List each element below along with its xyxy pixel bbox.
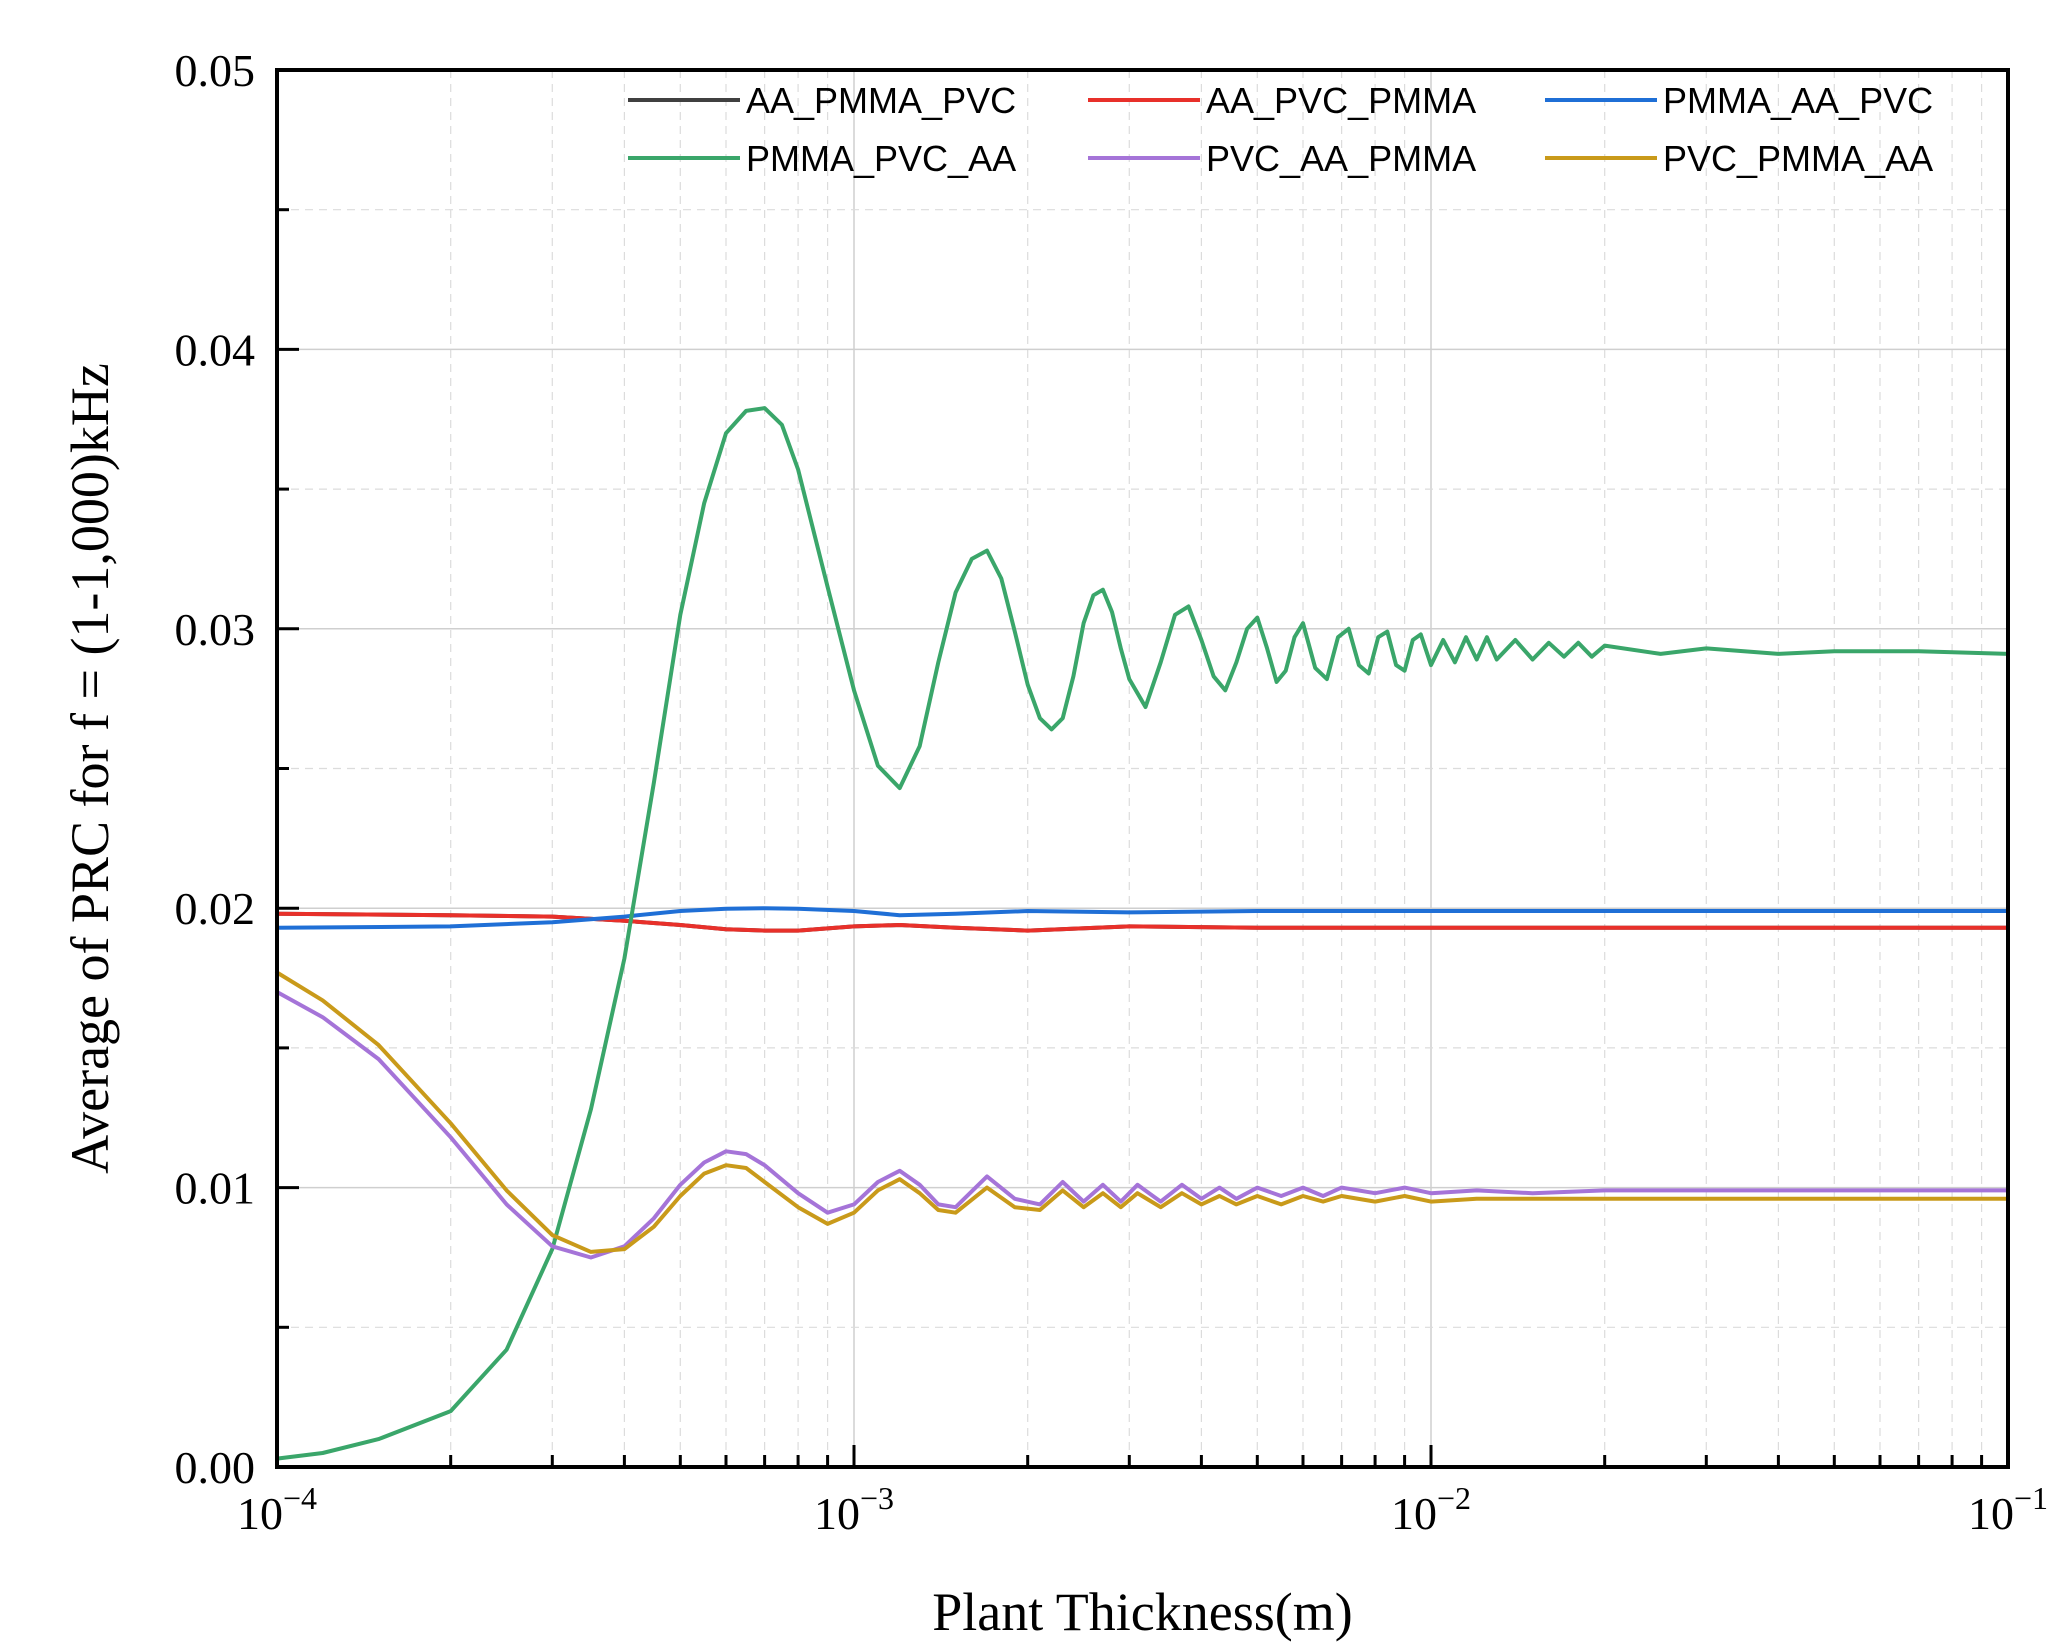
x-axis-title: Plant Thickness(m) bbox=[932, 1582, 1352, 1642]
series-line-pvc-aa-pmma bbox=[275, 990, 2010, 1260]
legend-label: AA_PMMA_PVC bbox=[746, 80, 1016, 121]
y-tick-label: 0.05 bbox=[175, 45, 256, 96]
y-tick-label: 0.03 bbox=[175, 604, 256, 655]
x-tick-label: 10−2 bbox=[1391, 1480, 1471, 1539]
legend-label: PVC_PMMA_AA bbox=[1663, 138, 1933, 179]
y-tick-label: 0.00 bbox=[175, 1442, 256, 1493]
legend-label: PVC_AA_PMMA bbox=[1206, 138, 1476, 179]
y-axis-title: Average of PRC for f = (1-1,000)kHz bbox=[60, 363, 120, 1174]
legend: AA_PMMA_PVC AA_PVC_PMMA PMMA_AA_PVC PMMA_PV… bbox=[628, 80, 1933, 179]
y-tick-label: 0.02 bbox=[175, 883, 256, 934]
series-line-pmma-pvc-aa bbox=[275, 406, 2010, 1461]
series-line-pvc-pmma-aa bbox=[275, 970, 2010, 1254]
legend-label: AA_PVC_PMMA bbox=[1206, 80, 1476, 121]
x-tick-label: 10−3 bbox=[814, 1480, 894, 1539]
x-tick-label: 10−4 bbox=[237, 1480, 317, 1539]
x-axis: 10−4 10−3 10−2 10−1 bbox=[237, 1445, 2048, 1539]
series-line-pmma-aa-pvc bbox=[275, 906, 2010, 930]
legend-label: PMMA_PVC_AA bbox=[746, 138, 1016, 179]
legend-label: PMMA_AA_PVC bbox=[1663, 80, 1933, 121]
y-axis: 0.00 0.01 0.02 0.03 0.04 0.05 bbox=[175, 45, 299, 1493]
y-tick-label: 0.04 bbox=[175, 324, 256, 375]
x-tick-label: 10−1 bbox=[1968, 1480, 2048, 1539]
series-group bbox=[275, 406, 2010, 1461]
grid bbox=[277, 70, 2008, 1467]
y-tick-label: 0.01 bbox=[175, 1163, 256, 1214]
